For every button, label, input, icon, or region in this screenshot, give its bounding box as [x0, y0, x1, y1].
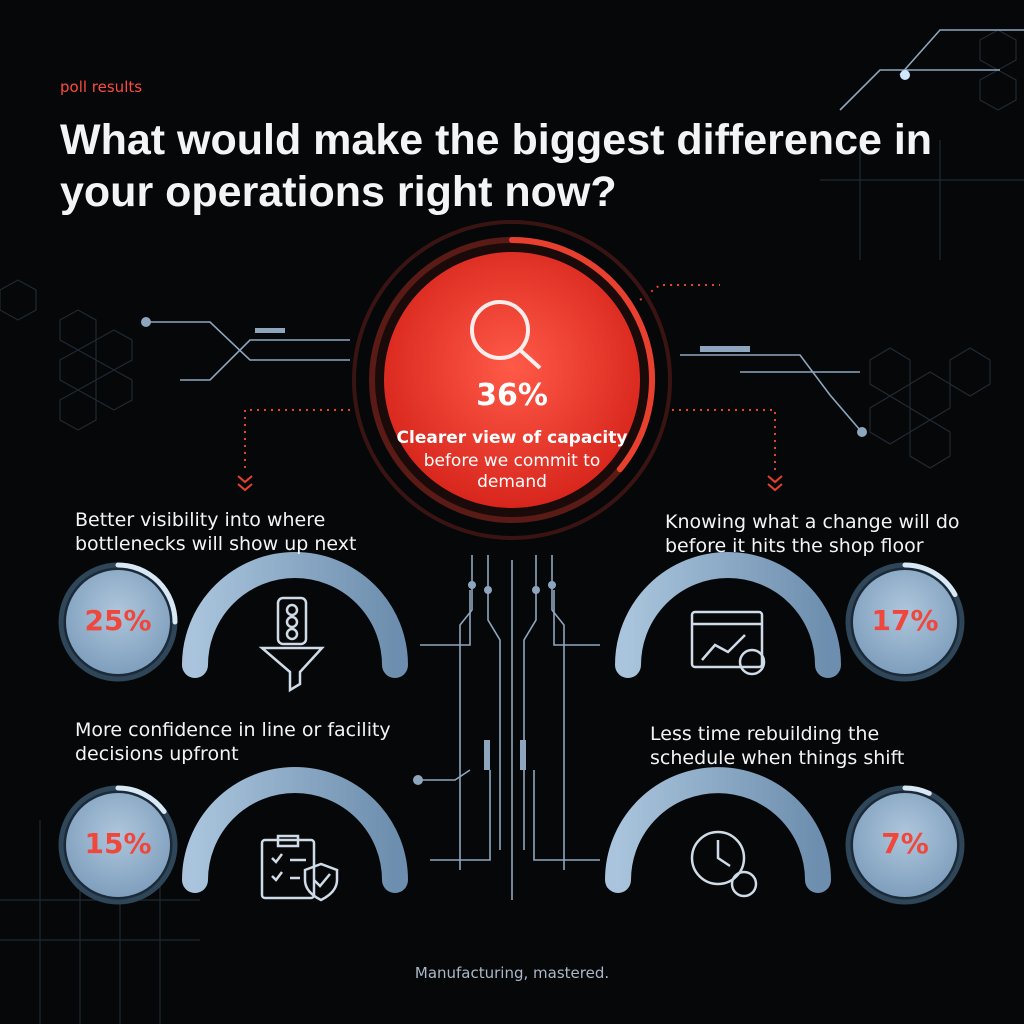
- eyebrow: poll results: [60, 78, 143, 96]
- footer: Manufacturing, mastered.: [414, 964, 610, 982]
- icons: [258, 596, 766, 902]
- item-label: Better visibility into where bottlenecks…: [75, 509, 357, 555]
- value-disc: [853, 793, 957, 897]
- item-value: 25%: [84, 604, 152, 637]
- value-arc: [115, 562, 178, 625]
- circuit-dots: [141, 70, 910, 785]
- featured-disc: [384, 252, 640, 508]
- value-disc: [66, 793, 170, 897]
- circuit-lines: [148, 29, 1024, 900]
- gauge: [182, 552, 408, 678]
- gauge: [605, 767, 831, 893]
- item-label: Less time rebuilding the schedule when t…: [650, 723, 905, 769]
- value-arc: [115, 785, 167, 814]
- search-icon: [470, 300, 542, 370]
- gauge: [615, 552, 841, 678]
- item-value: 15%: [84, 827, 152, 860]
- value-arc: [902, 562, 958, 598]
- featured-text: before we commit to demand: [423, 451, 601, 492]
- item-value: 7%: [881, 827, 929, 860]
- chevrons: [237, 475, 783, 492]
- item-value: 17%: [871, 604, 939, 637]
- value-disc: [66, 570, 170, 674]
- gauge: [182, 767, 408, 893]
- value-arc: [902, 785, 932, 796]
- featured-arc: [509, 237, 655, 473]
- featured-value: 36%: [476, 378, 548, 413]
- outer-ring: [352, 220, 672, 540]
- featured-title: Clearer view of capacity: [396, 428, 628, 448]
- item-label: Knowing what a change will do before it …: [665, 511, 960, 557]
- value-disc: [853, 570, 957, 674]
- item-label: More confidence in line or facility deci…: [75, 719, 391, 765]
- headline: What would make the biggest difference i…: [60, 116, 933, 216]
